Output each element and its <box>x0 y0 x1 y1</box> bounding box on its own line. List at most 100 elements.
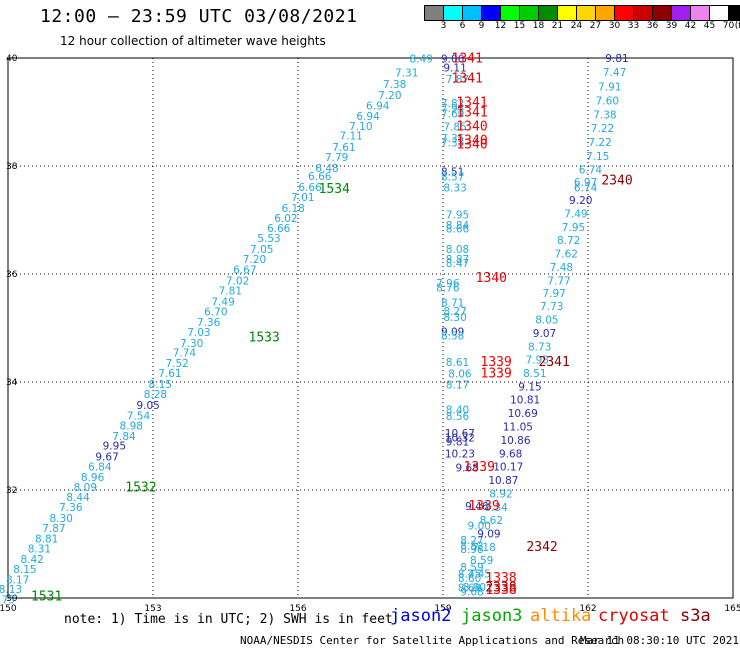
legend-swatch <box>577 6 596 20</box>
swh-value-label: 8.92 <box>489 489 512 501</box>
swh-value-label: 10.87 <box>488 475 518 487</box>
pass-time-label: 1338 <box>485 571 516 586</box>
lat-tick-label: 38 <box>6 162 18 172</box>
legend-tick-label: 45 <box>703 21 716 31</box>
lon-tick-label: 159 <box>434 604 451 614</box>
swh-value-label: 7.02 <box>226 275 249 287</box>
swh-value-label: 7.97 <box>542 288 565 300</box>
swh-value-label: 8.66 <box>446 223 470 235</box>
map-frame <box>7 57 734 599</box>
swh-value-label: 7.96 <box>436 278 460 290</box>
legend-swatch <box>558 6 577 20</box>
footer-credit: NOAA/NESDIS Center for Satellite Applica… <box>240 634 625 647</box>
swh-value-label: 7.54 <box>127 410 151 422</box>
legend-tick-label: 21 <box>551 21 564 31</box>
swh-value-label: 8.13 <box>0 584 22 596</box>
swh-value-label: 8.30 <box>49 513 72 525</box>
pass-time-label: 1341 <box>456 105 487 120</box>
swh-value-label: 9.81 <box>605 53 628 65</box>
swh-value-label: 8.57 <box>441 172 464 184</box>
swh-value-label: 8.47 <box>446 258 469 270</box>
swh-value-label: 6.02 <box>274 213 297 225</box>
pass-time-label: 2342 <box>526 540 557 555</box>
pass-time-label: 1339 <box>481 355 512 370</box>
lat-tick-label: 32 <box>6 486 17 496</box>
footnote: note: 1) Time is in UTC; 2) SWH is in fe… <box>64 612 393 627</box>
legend-swatch <box>501 6 520 20</box>
legend-swatch <box>710 6 729 20</box>
pass-time-label: 2341 <box>539 355 570 370</box>
color-scale-legend <box>424 5 740 21</box>
swh-value-label: 9.81 <box>446 437 469 449</box>
swh-value-label: 6.74 <box>579 165 603 177</box>
swh-value-label: 7.49 <box>564 208 587 220</box>
swh-value-label: 6.66 <box>298 182 322 194</box>
swh-value-label: 9.68 <box>460 586 483 598</box>
legend-swatch <box>729 6 740 20</box>
swh-value-label: 7.74 <box>173 348 197 360</box>
swh-value-label: 8.27 <box>460 535 483 547</box>
swh-value-label: 8.73 <box>528 342 551 354</box>
swh-value-label: 7.82 <box>441 98 464 110</box>
swh-value-label: 7.85 <box>443 121 466 133</box>
swh-value-label: 7.20 <box>243 254 266 266</box>
swh-value-label: 8.96 <box>81 472 105 484</box>
swh-value-label: 10.81 <box>510 395 540 407</box>
lon-tick-label: 153 <box>144 604 161 614</box>
swh-value-label: 7.45 <box>468 568 491 580</box>
pass-time-label: 1339 <box>464 460 495 475</box>
swh-value-label: 7.22 <box>591 123 614 135</box>
swh-value-label: 7.10 <box>349 121 372 133</box>
swh-value-label: 7.95 <box>562 222 585 234</box>
legend-swatch <box>691 6 710 20</box>
swh-value-label: 7.62 <box>555 248 578 260</box>
swh-value-label: 7.95 <box>446 209 469 221</box>
swh-value-label: 8.90 <box>463 582 486 594</box>
legend-tick-label: 33 <box>627 21 640 31</box>
swh-value-label: 7.35 <box>441 133 464 145</box>
pass-time-label: 1340 <box>456 119 487 134</box>
swh-value-label: 10.86 <box>500 435 530 447</box>
swh-value-label: 7.05 <box>250 244 273 256</box>
swh-value-label: 8.28 <box>144 389 167 401</box>
swh-value-label: 8.98 <box>120 421 143 433</box>
swh-value-label: 7.30 <box>180 338 203 350</box>
swh-value-label: 8.30 <box>443 312 466 324</box>
legend-tick-label: 70 <box>722 21 735 31</box>
swh-value-label: 7.87 <box>446 74 469 86</box>
legend-swatch <box>425 6 444 20</box>
legend-swatch <box>482 6 501 20</box>
swh-value-label: 7.38 <box>593 109 616 121</box>
legend-tick-label: 30 <box>608 21 621 31</box>
swh-value-label: 8.15 <box>13 564 36 576</box>
pass-time-label: 1340 <box>476 271 507 286</box>
pass-time-label: 1341 <box>456 96 487 111</box>
swh-value-label: 5.53 <box>257 233 280 245</box>
swh-value-label: 8.62 <box>480 515 503 527</box>
footer-timestamp: Mar 11 08:30:10 UTC 2021 <box>580 634 739 647</box>
swh-value-label: 7.11 <box>339 131 362 143</box>
swh-value-label: 7.31 <box>395 67 418 79</box>
mission-label-altika: altika <box>530 606 592 626</box>
legend-tick-label: 6 <box>459 21 466 31</box>
legend-swatch <box>520 6 539 20</box>
swh-value-label: 8.52 <box>460 540 483 552</box>
pass-time-label: 1339 <box>468 499 499 514</box>
legend-swatch <box>653 6 672 20</box>
swh-value-label: 6.70 <box>204 307 227 319</box>
swh-value-label: 8.87 <box>446 254 469 266</box>
swh-value-label: 8.31 <box>28 544 51 556</box>
swh-value-label: 8.61 <box>446 357 469 369</box>
lon-tick-label: 156 <box>289 604 306 614</box>
swh-value-label: 8.51 <box>523 368 546 380</box>
legend-tick-label: 36 <box>646 21 659 31</box>
pass-time-label: 1338 <box>485 583 516 598</box>
swh-value-label: 6.67 <box>233 264 256 276</box>
lon-tick-label: 162 <box>579 604 596 614</box>
swh-value-label: 7.79 <box>325 152 348 164</box>
swh-value-label: 9.46 <box>465 501 489 513</box>
swh-value-label: 7.87 <box>42 523 65 535</box>
pass-time-label: 1340 <box>456 133 487 148</box>
swh-value-label: 8.42 <box>20 554 43 566</box>
pass-time-label: 1532 <box>125 481 156 496</box>
